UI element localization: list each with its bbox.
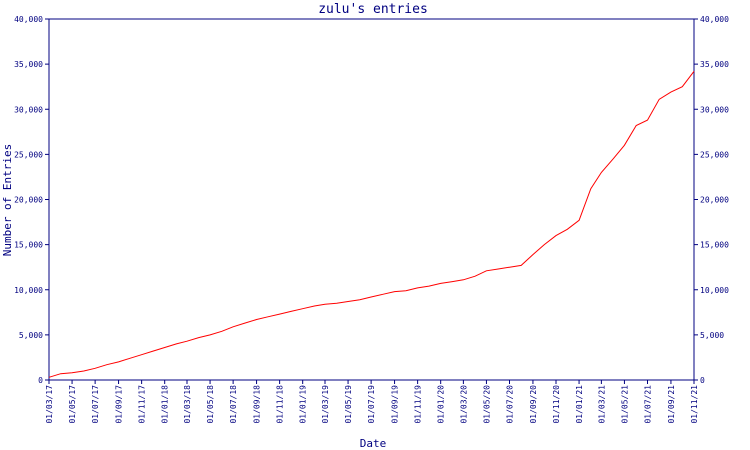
chart-title: zulu's entries [318,2,428,17]
y-tick-label-left: 35,000 [14,60,43,69]
x-tick-label: 01/03/21 [597,385,606,424]
x-tick-label: 01/09/17 [115,385,124,424]
y-tick-label-right: 10,000 [700,286,729,295]
x-tick-label: 01/05/20 [482,385,491,424]
y-axis-left: 0 5,000 10,000 15,000 20,000 25,000 30,000 35,0… [14,15,49,385]
x-tick-label: 01/07/18 [229,385,238,424]
x-tick-label: 01/11/19 [414,385,423,424]
x-axis: 01/03/17 01/05/17 01/07/17 01/09/17 01/11/17… [45,380,699,424]
x-axis-label: Date [360,437,387,450]
series-line [48,70,695,378]
x-tick-label: 01/11/18 [276,385,285,424]
x-tick-label: 01/03/20 [459,385,468,424]
y-tick-label-right: 40,000 [700,15,729,24]
x-tick-label: 01/07/19 [367,385,376,424]
y-tick-label-left: 15,000 [14,241,43,250]
y-tick-label-right: 0 [700,376,705,385]
x-tick-label: 01/01/19 [299,385,308,424]
x-tick-label: 01/01/18 [161,385,170,424]
y-axis-right: 0 5,000 10,000 15,000 20,000 25,000 30,000 35,0… [694,15,729,385]
y-tick-label-left: 10,000 [14,286,43,295]
y-tick-label-left: 25,000 [14,150,43,159]
y-axis-label: Number of Entries [1,144,14,257]
x-tick-label: 01/03/19 [321,385,330,424]
y-tick-label-right: 35,000 [700,60,729,69]
y-tick-label-right: 15,000 [700,241,729,250]
x-tick-label: 01/11/17 [138,385,147,424]
x-tick-label: 01/09/21 [667,385,676,424]
x-tick-label: 01/03/17 [45,385,54,424]
x-tick-label: 01/09/20 [529,385,538,424]
x-tick-label: 01/01/20 [437,385,446,424]
x-tick-label: 01/01/21 [575,385,584,424]
x-tick-label: 01/09/18 [253,385,262,424]
y-tick-label-left: 0 [38,376,43,385]
x-tick-label: 01/11/20 [552,385,561,424]
y-tick-label-right: 25,000 [700,150,729,159]
y-tick-label-right: 30,000 [700,105,729,114]
x-tick-label: 01/09/19 [391,385,400,424]
y-tick-label-left: 30,000 [14,105,43,114]
series-group [48,70,695,378]
y-tick-label-left: 5,000 [19,331,43,340]
x-tick-label: 01/07/21 [643,385,652,424]
x-tick-label: 01/05/18 [206,385,215,424]
x-tick-label: 01/07/20 [505,385,514,424]
x-tick-label: 01/05/17 [68,385,77,424]
y-tick-label-left: 20,000 [14,196,43,205]
y-tick-label-left: 40,000 [14,15,43,24]
x-tick-label: 01/11/21 [690,385,699,424]
y-tick-label-right: 5,000 [700,331,724,340]
x-tick-label: 01/05/19 [344,385,353,424]
x-tick-label: 01/05/21 [620,385,629,424]
x-tick-label: 01/07/17 [91,385,100,424]
y-tick-label-right: 20,000 [700,196,729,205]
x-tick-label: 01/03/18 [183,385,192,424]
